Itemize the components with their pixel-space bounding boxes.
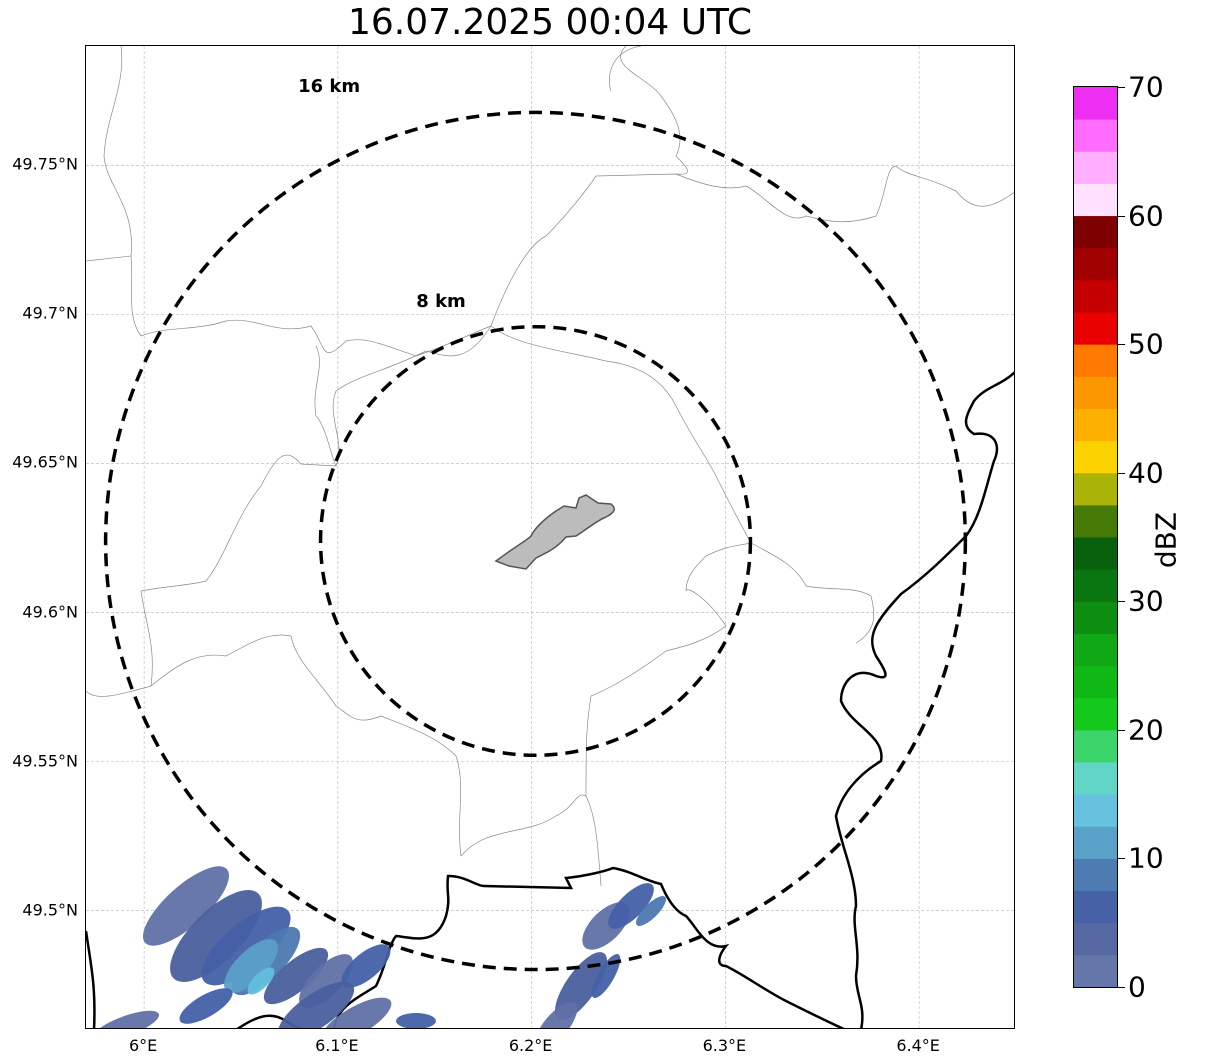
colorbar-swatch: [1074, 954, 1117, 987]
colorbar-swatch: [1074, 376, 1117, 409]
precip-echo: [224, 939, 278, 993]
colorbar-swatch: [1074, 665, 1117, 699]
precip-echo: [534, 1001, 578, 1028]
colorbar-swatch: [1074, 440, 1117, 474]
precip-echo: [341, 944, 391, 988]
lon-tick-label: 6°E: [128, 1036, 158, 1055]
colorbar-swatch: [1074, 762, 1117, 795]
colorbar-tick-mark: [1118, 87, 1125, 88]
precip-echo: [247, 967, 275, 995]
colorbar-tick-mark: [1118, 858, 1125, 860]
lon-tick-label: 6.2°E: [508, 1036, 553, 1055]
colorbar-swatch: [1074, 151, 1117, 184]
colorbar-tick-mark: [1118, 601, 1125, 603]
precipitation-echoes: [92, 866, 666, 1028]
lat-tick-label: 49.5°N: [22, 900, 78, 920]
range-ring-8km: [318, 324, 753, 758]
range-rings: [103, 110, 968, 972]
colorbar-tick-label: 10: [1128, 841, 1164, 875]
colorbar-swatch: [1074, 633, 1117, 667]
lat-tick-label: 49.75°N: [12, 154, 78, 174]
colorbar: [1073, 86, 1118, 988]
colorbar-swatch: [1074, 922, 1117, 956]
colorbar-swatch: [1074, 729, 1117, 763]
colorbar-swatch: [1074, 215, 1117, 249]
colorbar-tick-mark: [1118, 729, 1125, 731]
precip-echo: [277, 981, 355, 1028]
precip-echo: [320, 997, 392, 1028]
colorbar-tick-mark: [1118, 215, 1125, 217]
precip-echo: [142, 866, 230, 946]
precip-echo: [263, 947, 329, 1005]
colorbar-swatch: [1074, 504, 1117, 538]
colorbar-swatch: [1074, 826, 1117, 859]
lon-tick-label: 6.4°E: [896, 1036, 940, 1055]
colorbar-tick-label: 50: [1128, 327, 1164, 361]
colorbar-swatch: [1074, 344, 1117, 377]
lon-tick-label: 6.1°E: [315, 1036, 359, 1055]
colorbar-label: dBZ: [1149, 511, 1183, 569]
precip-echo: [201, 906, 291, 986]
colorbar-swatch: [1074, 87, 1117, 120]
map-title: 16.07.2025 00:04 UTC: [347, 2, 753, 43]
colorbar-tick-mark: [1118, 472, 1125, 474]
colorbar-tick-mark: [1118, 987, 1125, 988]
map-canvas: [86, 46, 1014, 1028]
colorbar-swatch: [1074, 858, 1117, 892]
lon-tick-label: 6.3°E: [702, 1036, 747, 1055]
colorbar-swatch: [1074, 697, 1117, 731]
precip-echo: [92, 1010, 160, 1028]
precip-echo: [636, 896, 666, 926]
colorbar-tick-label: 60: [1128, 199, 1164, 233]
precip-echo: [591, 953, 621, 999]
colorbar-tick-mark: [1118, 344, 1125, 346]
lat-tick-label: 49.65°N: [12, 452, 78, 472]
colorbar-swatch: [1074, 537, 1117, 570]
colorbar-tick-label: 0: [1128, 970, 1146, 1004]
colorbar-swatch: [1074, 247, 1117, 281]
colorbar-swatch: [1074, 890, 1117, 924]
colorbar-tick-label: 70: [1128, 70, 1164, 104]
colorbar-swatch: [1074, 119, 1117, 152]
colorbar-swatch: [1074, 569, 1117, 602]
colorbar-swatch: [1074, 601, 1117, 634]
colorbar-swatch: [1074, 279, 1117, 313]
lat-tick-label: 49.6°N: [22, 602, 78, 622]
colorbar-swatch: [1074, 472, 1117, 506]
colorbar-swatch: [1074, 408, 1117, 442]
lat-tick-label: 49.55°N: [12, 751, 78, 771]
precip-echo: [608, 883, 654, 929]
precip-echo: [396, 1013, 436, 1028]
radar-map[interactable]: [85, 45, 1015, 1029]
colorbar-swatches: [1074, 87, 1117, 987]
colorbar-swatch: [1074, 183, 1117, 217]
colorbar-swatch: [1074, 794, 1117, 827]
precip-echo: [170, 890, 262, 982]
ring-label-8km: 8 km: [416, 290, 466, 312]
colorbar-tick-label: 30: [1128, 584, 1164, 618]
lat-tick-label: 49.7°N: [22, 303, 78, 323]
precip-echo: [179, 988, 233, 1024]
colorbar-tick-label: 40: [1128, 456, 1164, 490]
colorbar-swatch: [1074, 312, 1117, 345]
commune-borders: [86, 46, 1014, 887]
city-outline: [494, 494, 615, 570]
colorbar-tick-label: 20: [1128, 713, 1164, 747]
range-ring-16km: [103, 110, 968, 972]
ring-label-16km: 16 km: [298, 76, 361, 98]
